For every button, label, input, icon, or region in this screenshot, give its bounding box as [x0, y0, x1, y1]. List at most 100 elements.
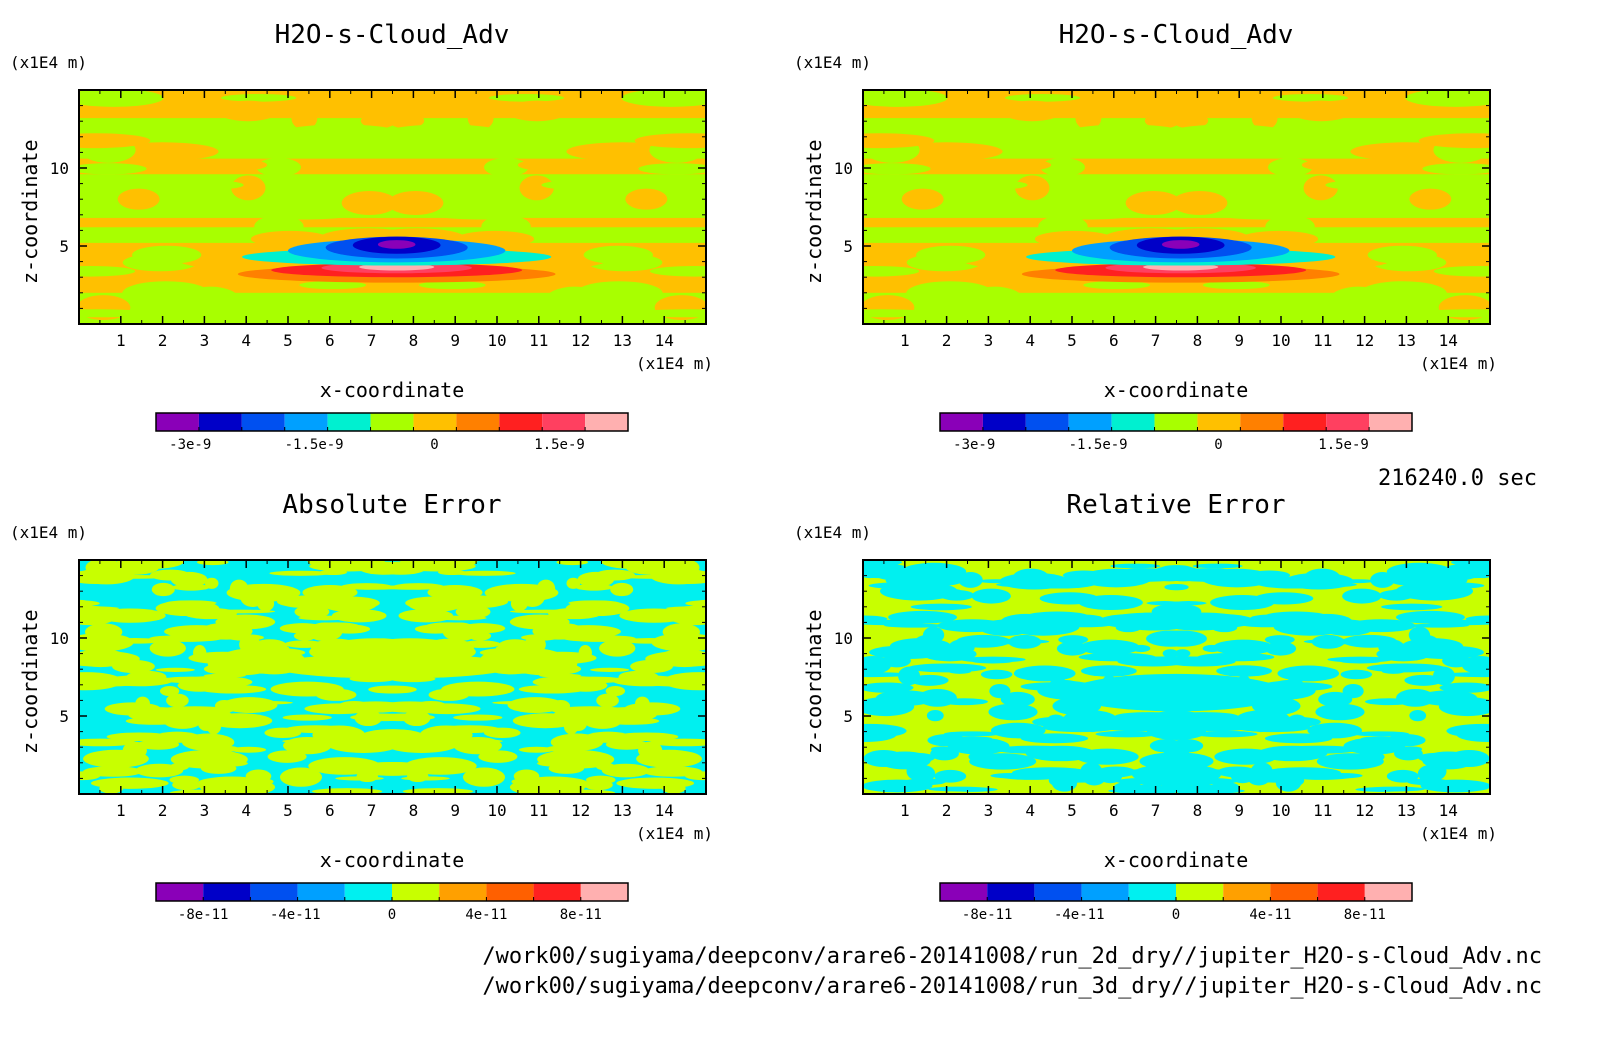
colorbar-swatch: [1068, 413, 1112, 431]
field-patch: [135, 696, 150, 711]
field-patch: [1171, 190, 1228, 216]
field-patch: [1169, 739, 1204, 753]
field-patch: [203, 673, 246, 678]
field-patch: [1082, 766, 1107, 786]
panel-title: Relative Error: [1066, 490, 1286, 520]
colorbar-swatch: [203, 883, 251, 901]
field-patch: [1307, 722, 1363, 739]
field-patch: [170, 749, 248, 769]
field-patch: [398, 609, 454, 623]
field-patch: [167, 199, 238, 215]
field-patch: [1301, 159, 1362, 171]
field-patch: [988, 703, 1038, 721]
x-tick-label: 7: [1151, 331, 1161, 350]
field-patch: [431, 133, 514, 151]
field-patch: [162, 712, 203, 729]
field-patch: [1415, 309, 1490, 318]
field-patch: [104, 702, 161, 716]
field-patch: [1438, 697, 1490, 717]
field-patch: [91, 574, 170, 579]
field-patch: [1318, 691, 1353, 707]
field-patch: [1367, 245, 1437, 265]
field-patch: [181, 286, 240, 314]
field-patch: [486, 587, 510, 604]
field-patch: [1110, 563, 1161, 569]
field-patch: [170, 571, 208, 588]
field-patch: [282, 714, 332, 721]
colorbar-swatch: [1369, 413, 1412, 431]
field-patch: [512, 713, 578, 729]
colorbar-swatch: [580, 883, 628, 901]
field-patch: [79, 633, 134, 652]
field-patch: [585, 775, 616, 785]
colorbar-swatch: [1270, 883, 1318, 901]
field-patch: [1210, 782, 1240, 793]
field-patch: [387, 190, 444, 216]
field-patch: [1125, 190, 1182, 216]
field-patch: [1202, 281, 1270, 290]
field-patch: [1115, 623, 1142, 633]
field-patch: [1329, 286, 1388, 314]
x-tick-label: 3: [200, 331, 210, 350]
chart-panel-bottom-left: Absolute Error (x1E4 m) (x1E4 m) x-coordina…: [0, 470, 780, 940]
field-patch: [1433, 666, 1455, 686]
field-patch: [111, 659, 155, 674]
x-tick-label: 11: [529, 801, 548, 820]
field-patch: [448, 189, 516, 208]
field-patch: [279, 767, 323, 787]
field-patch: [1015, 175, 1050, 201]
colorbar-tick-label: -4e-11: [270, 907, 321, 923]
colorbar-tick-label: 1.5e-9: [1318, 437, 1369, 453]
field-patch: [1417, 765, 1442, 783]
field-patch: [577, 571, 615, 588]
field-patch: [1004, 93, 1081, 102]
field-patch: [404, 757, 477, 775]
field-patch: [79, 605, 120, 625]
field-patch: [1364, 698, 1414, 706]
x-tick-label: 13: [1397, 331, 1416, 350]
field-patch: [648, 738, 706, 747]
field-patch: [1000, 773, 1064, 780]
x-unit-label: (x1E4 m): [636, 824, 714, 843]
field-patch: [605, 686, 626, 697]
field-patch: [1073, 124, 1177, 136]
field-patch: [231, 175, 266, 201]
colorbar-frame: [155, 412, 629, 432]
colorbar-swatch: [982, 413, 1026, 431]
field-patch: [1050, 673, 1066, 693]
field-patch: [1162, 649, 1179, 658]
field-patch: [269, 189, 337, 208]
y-tick-label: 5: [843, 237, 853, 256]
field-patch: [583, 245, 653, 265]
x-tick-label: 6: [1109, 331, 1119, 350]
field-patch: [519, 175, 554, 201]
field-patch: [1061, 614, 1103, 622]
field-patch: [1304, 568, 1341, 586]
field-patch: [1276, 118, 1309, 131]
field-patch: [166, 693, 189, 708]
field-patch: [956, 634, 1011, 648]
field-patch: [453, 570, 516, 576]
field-patch: [1391, 587, 1462, 596]
field-patch: [1078, 652, 1156, 662]
field-patch: [116, 560, 184, 570]
field-patch: [1147, 722, 1207, 740]
field-patch: [1067, 673, 1286, 712]
field-patch: [478, 750, 518, 763]
field-patch: [1275, 774, 1302, 792]
field-patch: [424, 622, 474, 632]
field-patch: [322, 597, 377, 612]
colorbar-swatch: [250, 883, 298, 901]
field-patch: [492, 648, 541, 654]
field-patch: [1095, 730, 1159, 738]
field-patch: [492, 700, 565, 705]
field-patch: [1032, 716, 1085, 728]
field-patch: [1407, 778, 1450, 786]
field-patch: [256, 158, 302, 177]
x-tick-label: 14: [1439, 331, 1458, 350]
field-patch: [978, 579, 1014, 584]
field-patch: [1303, 175, 1338, 201]
x-tick-label: 14: [655, 331, 674, 350]
field-patch: [624, 702, 681, 716]
